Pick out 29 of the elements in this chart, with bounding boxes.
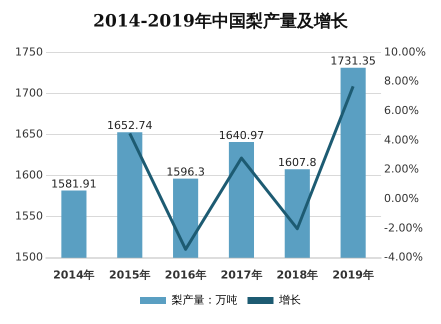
y2-tick-label: -2.00%: [384, 221, 423, 234]
y2-tick-label: 2.00%: [384, 162, 420, 176]
y-tick-label: 1600: [14, 168, 43, 182]
legend-label: 增长: [278, 293, 301, 306]
legend-label: 梨产量：万吨: [172, 293, 238, 306]
y2-tick-label: 8.00%: [384, 74, 420, 88]
x-tick-label: 2015年: [108, 268, 151, 282]
x-tick-label: 2018年: [276, 268, 318, 282]
y-tick-label: 1650: [14, 127, 43, 140]
x-tick-label: 2016年: [164, 268, 206, 282]
y2-tick-label: 0.00%: [384, 192, 420, 205]
data-label: 1731.35: [330, 54, 376, 68]
chart-title: 2014-2019年中国梨产量及增长: [93, 12, 349, 32]
y-tick-label: 1750: [14, 45, 43, 58]
x-tick-label: 2019年: [332, 268, 374, 282]
data-label: 1607.8: [278, 156, 317, 170]
y-tick-label: 1550: [14, 210, 43, 223]
data-label: 1596.3: [166, 166, 205, 179]
data-label: 1652.74: [107, 119, 153, 132]
x-tick-label: 2017年: [220, 268, 262, 282]
data-label: 1640.97: [218, 128, 264, 142]
y-tick-label: 1700: [14, 86, 43, 100]
y2-tick-label: 4.00%: [384, 133, 420, 146]
x-tick-label: 2014年: [53, 268, 95, 282]
y2-tick-label: 6.00%: [384, 104, 420, 117]
data-label: 1581.91: [51, 177, 97, 190]
y-tick-label: 1500: [14, 250, 43, 264]
y2-tick-label: -4.00%: [384, 250, 423, 264]
y2-tick-label: 10.00%: [384, 45, 426, 58]
